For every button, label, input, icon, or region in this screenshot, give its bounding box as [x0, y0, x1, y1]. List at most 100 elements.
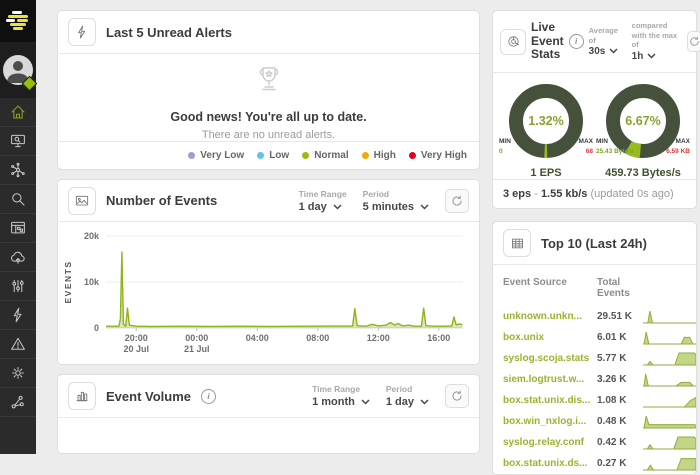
- event-source-link[interactable]: box.win_nxlog.i...: [503, 416, 587, 427]
- sidebar-item-search[interactable]: [0, 185, 36, 214]
- events-chart: 0 10k 20k 20:00 20 Jul 00:00 21 Jul 04:00 08:00 1…: [58, 222, 479, 365]
- legend-item: Very Low: [188, 150, 244, 161]
- incidents-icon: [11, 337, 25, 350]
- svg-text:10k: 10k: [84, 277, 100, 287]
- sparkline-chart: [643, 414, 696, 430]
- gauge-min-value: 25.43 Byte/s: [596, 148, 634, 155]
- legend-item: High: [361, 150, 396, 161]
- event-source-link[interactable]: siem.logtrust.w...: [503, 374, 585, 385]
- svg-text:21 Jul: 21 Jul: [184, 344, 210, 354]
- sidebar-item-settings[interactable]: [0, 359, 36, 388]
- table-row: box.win_nxlog.i... 0.48 K: [503, 411, 696, 432]
- info-icon[interactable]: [568, 34, 584, 49]
- total-events-value: 1.08 K: [597, 395, 627, 406]
- top10-table: Event Source Total Events unknown.unkn..…: [493, 265, 696, 474]
- user-menu[interactable]: [0, 42, 38, 98]
- sidebar-item-share[interactable]: [0, 388, 36, 417]
- alerts-icon: [13, 307, 22, 323]
- legend-dot-icon: [188, 152, 196, 159]
- refresh-button[interactable]: [445, 188, 469, 213]
- svg-text:16:00: 16:00: [427, 333, 450, 343]
- sidebar-nav: [0, 98, 36, 417]
- total-events-value: 5.77 K: [597, 353, 627, 364]
- sidebar-item-search-console[interactable]: [0, 127, 36, 156]
- donut-chart-icon: [500, 28, 526, 55]
- alerts-panel: Last 5 Unread Alerts Good news! You're a…: [57, 10, 480, 170]
- dashboard-icon: [11, 221, 25, 234]
- sparkline-chart: [643, 393, 696, 409]
- sparkline-chart: [643, 330, 696, 346]
- legend-dot-icon: [257, 152, 265, 159]
- gauge-max-label: MAX: [578, 138, 593, 145]
- event-source-link[interactable]: syslog.relay.conf: [503, 437, 584, 448]
- alert-bolt-icon: [68, 18, 96, 46]
- top10-panel: Top 10 (Last 24h) Event Source Total Eve…: [492, 221, 697, 475]
- chevron-down-icon: [333, 203, 342, 210]
- sparkline-chart: [643, 435, 696, 451]
- sparkline-chart: [643, 351, 696, 367]
- severity-legend: Very Low Low Normal High Very High: [58, 141, 479, 169]
- right-column: Live Event Stats Average of 30s compared…: [492, 10, 700, 475]
- eps-gauge: 6.67% MIN MAX 25.43 Byte/s 6.59 KB 459.73 Byt…: [596, 81, 690, 179]
- svg-text:20k: 20k: [84, 231, 100, 241]
- svg-text:20:00: 20:00: [125, 333, 148, 343]
- table-grid-icon: [503, 229, 531, 257]
- legend-dot-icon: [408, 152, 416, 159]
- info-icon[interactable]: [201, 388, 217, 404]
- sidebar-item-incidents[interactable]: [0, 330, 36, 359]
- home-icon: [11, 105, 25, 119]
- app-logo[interactable]: [0, 0, 36, 42]
- event-source-link[interactable]: box.unix: [503, 332, 545, 343]
- sidebar-item-network-hub[interactable]: [0, 156, 36, 185]
- donut-gauge-icon: 6.67%: [606, 84, 680, 158]
- gauge-caption: 459.73 Bytes/s: [605, 167, 681, 179]
- average-of-select[interactable]: Average of 30s: [588, 26, 618, 57]
- event-source-link[interactable]: syslog.scoja.stats: [503, 353, 590, 364]
- sidebar-item-alerts[interactable]: [0, 301, 36, 330]
- legend-dot-icon: [361, 152, 369, 159]
- period-select[interactable]: Period 1 day: [386, 384, 429, 408]
- chevron-down-icon: [420, 399, 429, 405]
- gauge-min-value: 0: [499, 148, 503, 155]
- search-icon: [12, 193, 25, 206]
- donut-gauge-icon: 1.32%: [509, 84, 583, 158]
- event-source-link[interactable]: unknown.unkn...: [503, 311, 582, 322]
- eps-gauges: 1.32% MIN MAX 0 68 1 EPS 6.67% MIN MAX 25.43 Byte…: [493, 73, 696, 179]
- table-row: unknown.unkn... 29.51 K: [503, 306, 696, 327]
- svg-text:1.32%: 1.32%: [528, 114, 563, 128]
- time-range-select[interactable]: Time Range 1 day: [298, 188, 347, 213]
- bar-chart-icon: [68, 382, 96, 410]
- compared-with-max-select[interactable]: compared with the max of 1h: [631, 21, 678, 62]
- sidebar-item-filters[interactable]: [0, 272, 36, 301]
- svg-text:20 Jul: 20 Jul: [123, 344, 149, 354]
- sidebar-item-home[interactable]: [0, 98, 36, 127]
- chevron-down-icon: [420, 203, 429, 210]
- period-select[interactable]: Period 5 minutes: [363, 189, 429, 213]
- total-events-value: 6.01 K: [597, 332, 627, 343]
- dashboard: Last 5 Unread Alerts Good news! You're a…: [36, 0, 700, 475]
- chart-image-icon: [68, 186, 96, 215]
- svg-text:08:00: 08:00: [306, 333, 329, 343]
- panel-title: Number of Events: [106, 193, 218, 208]
- svg-text:0: 0: [94, 323, 99, 333]
- refresh-button[interactable]: [445, 384, 469, 408]
- eps-gauge: 1.32% MIN MAX 0 68 1 EPS: [499, 81, 593, 179]
- svg-text:04:00: 04:00: [246, 333, 269, 343]
- sidebar: [0, 0, 38, 454]
- sidebar-item-cloud-upload[interactable]: [0, 243, 36, 272]
- svg-text:EVENTS: EVENTS: [63, 260, 73, 303]
- event-source-link[interactable]: box.stat.unix.dis...: [503, 395, 591, 406]
- total-events-value: 0.27 K: [597, 458, 627, 469]
- table-row: syslog.relay.conf 0.42 K: [503, 432, 696, 453]
- table-header: Event Source Total Events: [503, 277, 630, 299]
- event-source-link[interactable]: box.stat.unix.ds...: [503, 458, 588, 469]
- logo-icon: [6, 11, 30, 31]
- sidebar-item-dashboard[interactable]: [0, 214, 36, 243]
- total-events-value: 3.26 K: [597, 374, 627, 385]
- left-column: Last 5 Unread Alerts Good news! You're a…: [57, 10, 480, 454]
- gauge-min-label: MIN: [596, 138, 608, 145]
- refresh-button[interactable]: [686, 31, 700, 52]
- time-range-select[interactable]: Time Range 1 month: [312, 384, 370, 408]
- legend-item: Very High: [408, 150, 467, 161]
- gauge-max-value: 6.59 KB: [666, 148, 690, 155]
